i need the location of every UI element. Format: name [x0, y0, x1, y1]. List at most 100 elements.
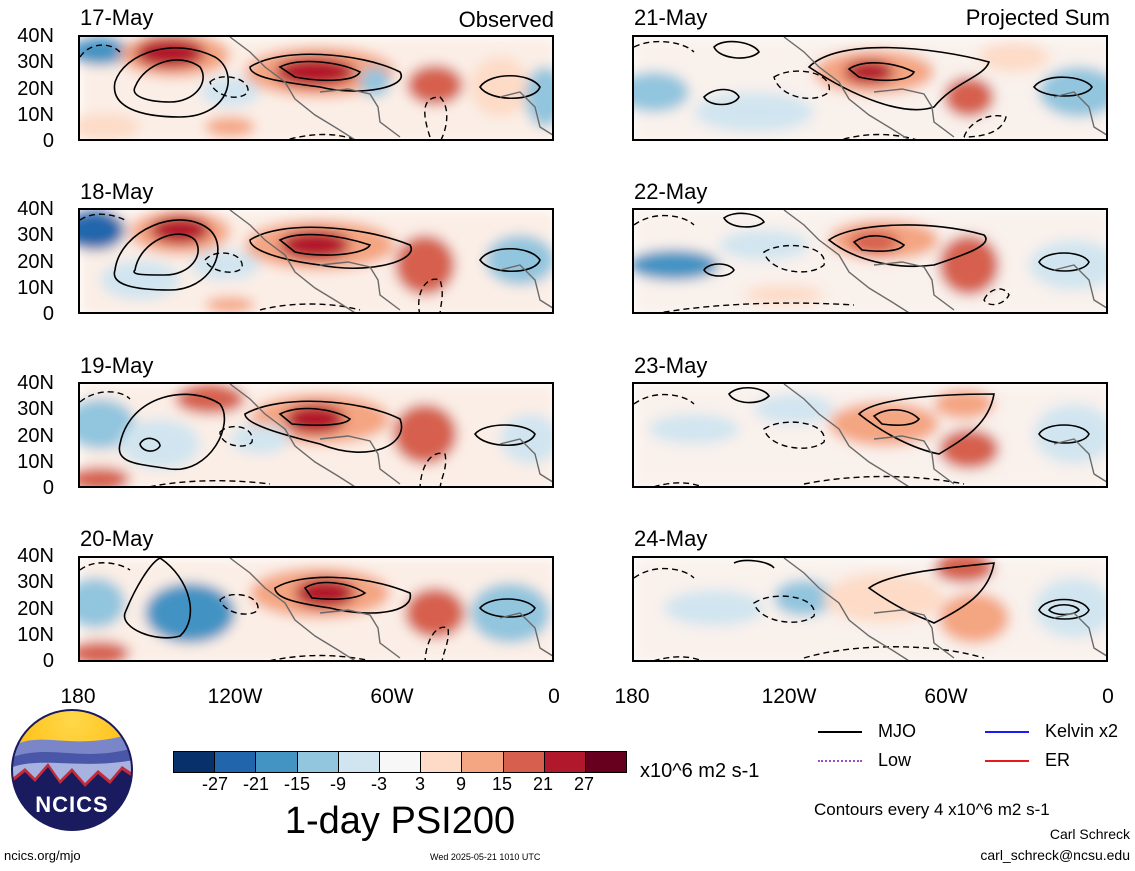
legend-line-mjo	[818, 731, 862, 733]
legend-line-kelvin	[985, 731, 1029, 733]
dashed-contours	[634, 40, 1007, 139]
contour-lines	[118, 393, 536, 470]
shading-field	[634, 558, 1106, 660]
shading-field	[80, 558, 552, 660]
y-tick-20n: 20N	[17, 78, 54, 100]
y-tick-10n: 10N	[17, 277, 54, 299]
contour-note: Contours every 4 x10^6 m2 s-1	[814, 800, 1050, 819]
y-tick-0: 0	[42, 477, 54, 499]
x-tick-120w: 120W	[761, 685, 817, 708]
coastlines	[229, 558, 552, 660]
colorbar-swatch	[543, 752, 585, 772]
legend-line-low	[818, 760, 862, 762]
map-panel-19-may	[78, 382, 554, 488]
y-tick-10n: 10N	[17, 451, 54, 473]
legend-label-er: ER	[1045, 750, 1071, 770]
site-link[interactable]: ncics.org/mjo	[4, 848, 81, 863]
colorbar-swatch	[378, 752, 421, 772]
coastlines	[783, 558, 1106, 660]
dashed-contours	[634, 393, 965, 486]
contour-lines	[728, 387, 1090, 455]
main-title: 1-day PSI200	[284, 800, 516, 842]
map-panel-24-may	[632, 556, 1108, 662]
colorbar-swatch	[584, 752, 627, 772]
y-tick-0: 0	[42, 650, 54, 672]
author-email[interactable]: carl_schreck@ncsu.edu	[980, 847, 1130, 863]
map-panel-18-may	[78, 208, 554, 314]
y-tick-20n: 20N	[17, 425, 54, 447]
coastlines	[783, 37, 1106, 139]
panel-date-1: 17-May	[80, 5, 154, 30]
colorbar-swatch	[214, 752, 256, 772]
panel-date-6: 22-May	[634, 179, 708, 204]
colorbar-swatch	[255, 752, 297, 772]
contour-lines	[703, 212, 1090, 277]
y-tick-0: 0	[42, 303, 54, 325]
shading-field	[80, 384, 552, 486]
panel-date-4: 20-May	[80, 526, 154, 551]
x-tick-180: 180	[614, 685, 650, 708]
panel-label-projected: Projected Sum	[965, 5, 1110, 30]
timestamp: Wed 2025-05-21 1010 UTC	[430, 852, 541, 862]
x-tick-0: 0	[548, 685, 560, 708]
dashed-contours	[80, 562, 450, 660]
colorbar-label: 9	[455, 774, 466, 794]
colorbar-swatch	[502, 752, 544, 772]
panel-date-2: 18-May	[80, 179, 154, 204]
dashed-contours	[634, 214, 1010, 312]
shading-field	[80, 210, 552, 312]
contour-lines	[123, 558, 536, 639]
panel-date-8: 24-May	[634, 526, 708, 551]
y-tick-10n: 10N	[17, 104, 54, 126]
panel-label-observed: Observed	[458, 7, 554, 32]
x-tick-60w: 60W	[370, 685, 414, 708]
author-name: Carl Schreck	[1049, 826, 1130, 842]
colorbar-label: 15	[491, 774, 513, 794]
coastlines	[229, 210, 552, 312]
legend-label-mjo: MJO	[878, 721, 916, 741]
y-tick-30n: 30N	[17, 571, 54, 593]
panel-date-3: 19-May	[80, 353, 154, 378]
x-tick-0: 0	[1102, 685, 1114, 708]
y-tick-30n: 30N	[17, 51, 54, 73]
shading-field	[634, 210, 1106, 312]
dashed-contours	[634, 567, 985, 660]
y-tick-20n: 20N	[17, 251, 54, 273]
y-tick-30n: 30N	[17, 398, 54, 420]
coastlines	[783, 210, 1106, 312]
coastlines	[229, 37, 552, 139]
shading-field	[634, 384, 1106, 486]
dashed-contours	[80, 391, 447, 486]
colorbar-label: -27	[201, 774, 228, 794]
colorbar-label: -9	[329, 774, 346, 794]
colorbar-swatch	[296, 752, 338, 772]
colorbar-label: -21	[242, 774, 269, 794]
colorbar-label: -15	[283, 774, 310, 794]
legend-label-low: Low	[878, 750, 912, 770]
map-panel-17-may	[78, 35, 554, 141]
colorbar-label: 21	[532, 774, 554, 794]
coastlines	[229, 384, 552, 486]
x-tick-180: 180	[60, 685, 96, 708]
x-tick-60w: 60W	[924, 685, 968, 708]
legend-label-kelvin: Kelvin x2	[1045, 721, 1119, 741]
contour-lines	[703, 40, 1093, 111]
map-panel-22-may	[632, 208, 1108, 314]
y-tick-40n: 40N	[17, 25, 54, 47]
coastlines	[783, 384, 1106, 486]
y-tick-0: 0	[42, 130, 54, 152]
logo-text: NCICS	[35, 792, 109, 817]
contour-lines	[113, 47, 541, 118]
dashed-contours	[80, 44, 448, 139]
y-tick-40n: 40N	[17, 545, 54, 567]
y-tick-30n: 30N	[17, 224, 54, 246]
map-panel-23-may	[632, 382, 1108, 488]
dashed-contours	[80, 213, 443, 312]
y-tick-40n: 40N	[17, 198, 54, 220]
shading-field	[634, 37, 1106, 139]
contour-lines	[733, 559, 1090, 624]
y-tick-20n: 20N	[17, 598, 54, 620]
colorbar-label: 3	[414, 774, 425, 794]
colorbar-units: x10^6 m2 s-1	[640, 760, 760, 782]
colorbar-swatch	[337, 752, 379, 772]
